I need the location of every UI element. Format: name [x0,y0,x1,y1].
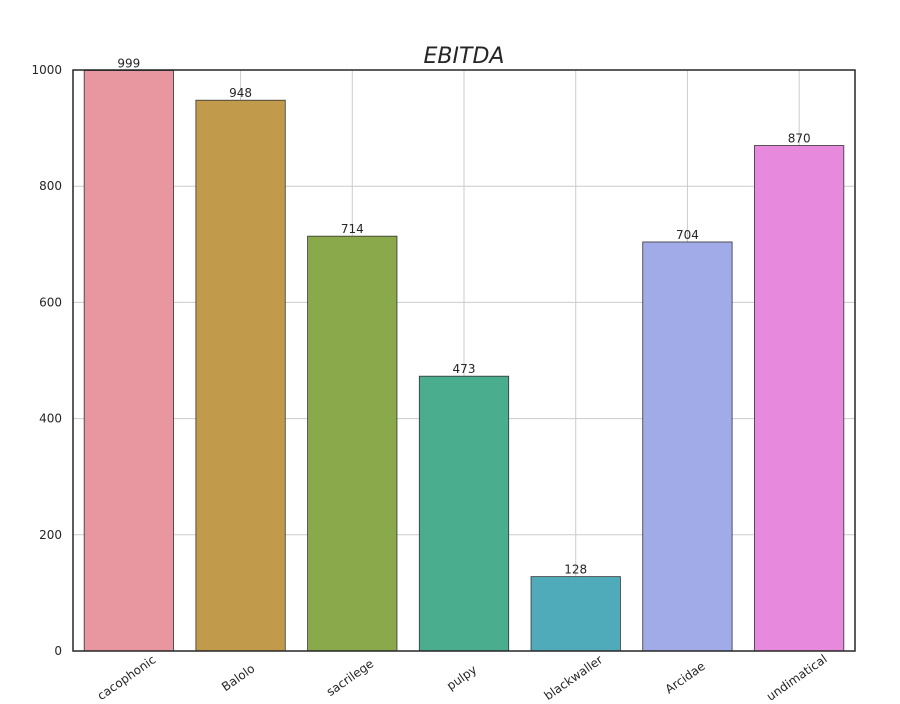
bar-value-label: 870 [788,132,811,146]
x-tick-label: sacrilege [324,656,376,699]
bars [83,70,845,652]
bar-value-label: 128 [564,563,587,577]
bar-value-label: 999 [117,57,140,71]
bar-value-label: 714 [341,222,364,236]
x-tick-label: undimatical [764,652,830,700]
x-tick-label: pulpy [444,662,479,693]
bar-value-label: 948 [229,86,252,100]
x-axis-ticks: cacophonic Balolo sacrilege pulpy blackwalle… [95,652,830,704]
x-tick-label: blackwaller [542,652,606,700]
y-tick-label: 200 [39,528,62,542]
bar [83,70,174,652]
bar [754,145,845,652]
data-labels: 999 948 714 473 128 704 870 [117,57,810,577]
plot-frame [72,69,856,652]
bar-value-label: 704 [676,228,699,242]
bar [195,99,286,652]
bar [418,375,510,652]
y-tick-label: 1000 [31,63,62,77]
y-tick-label: 0 [54,644,62,658]
bar [530,576,621,652]
y-tick-label: 800 [39,179,62,193]
bar [307,235,398,652]
y-tick-label: 600 [39,295,62,309]
bar [642,241,733,652]
y-axis-ticks: 0 200 400 600 800 1000 [31,63,62,658]
x-tick-label: Arcidae [663,659,708,696]
y-tick-label: 400 [39,412,62,426]
chart-title: EBITDA [424,44,505,69]
x-tick-label: cacophonic [95,652,159,700]
x-tick-label: Balolo [219,661,257,694]
bar-value-label: 473 [453,362,476,376]
